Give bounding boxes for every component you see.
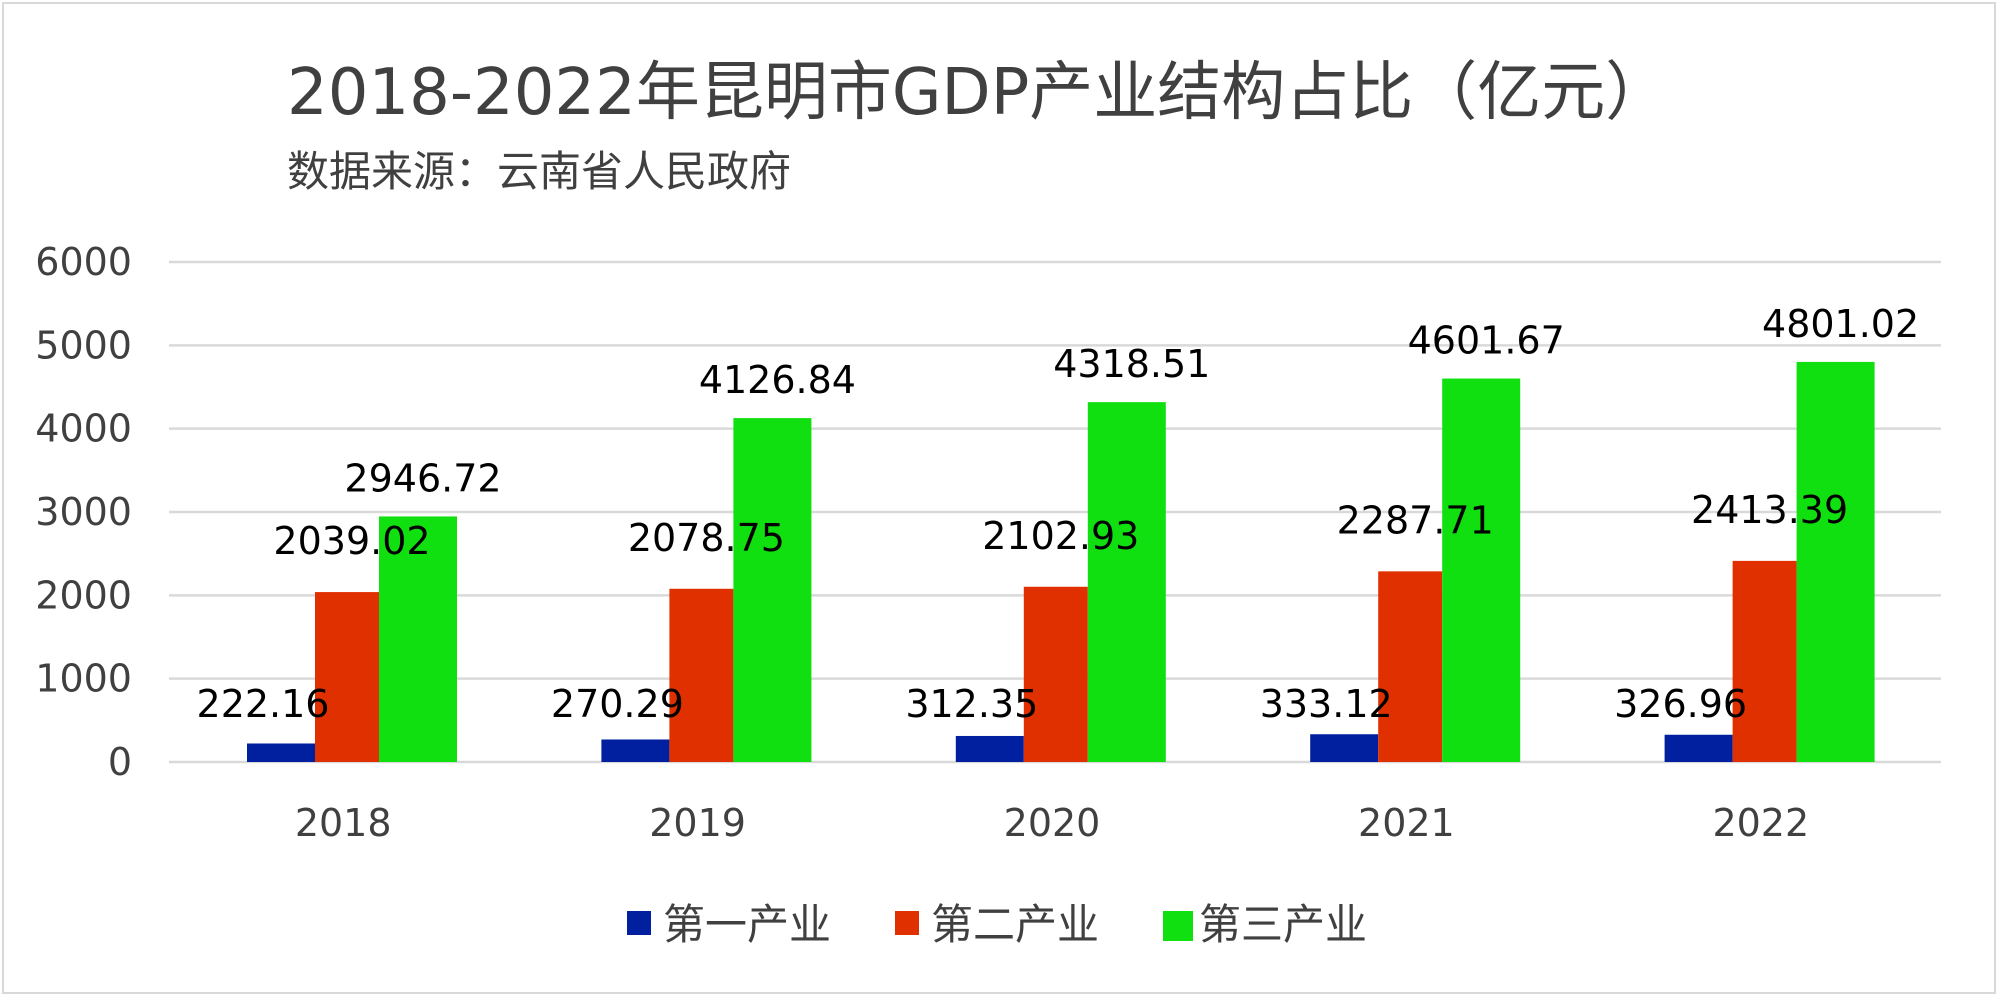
y-tick-label-1000: 1000 [35, 657, 132, 701]
y-tick-label-6000: 6000 [35, 240, 132, 284]
bar-2019-series-2 [669, 588, 734, 762]
bars [247, 361, 1875, 762]
y-tick-label-0: 0 [108, 740, 132, 784]
data-label-2022-series-1: 326.96 [1614, 682, 1747, 726]
bar-2022-series-1 [1664, 734, 1733, 762]
chart-canvas: 2018-2022年昆明市GDP产业结构占比（亿元） 数据来源：云南省人民政府 … [35, 56, 1941, 949]
data-label-2019-series-2: 2078.75 [628, 516, 785, 560]
y-tick-label-3000: 3000 [35, 490, 132, 534]
y-tick-label-2000: 2000 [35, 573, 132, 617]
data-label-2021-series-1: 333.12 [1260, 682, 1393, 726]
data-label-2020-series-1: 312.35 [905, 682, 1038, 726]
data-label-2022-series-2: 2413.39 [1691, 488, 1848, 532]
chart-title: 2018-2022年昆明市GDP产业结构占比（亿元） [287, 56, 1669, 130]
legend-label-2: 第二产业 [931, 900, 1099, 949]
legend-swatch-1 [627, 911, 651, 935]
data-label-2020-series-2: 2102.93 [982, 514, 1139, 558]
legend: 第一产业 第二产业 第三产业 [627, 900, 1367, 949]
data-labels: 222.16 2039.02 2946.72 270.29 2078.75 4126.84… [197, 302, 1920, 726]
chart-subtitle: 数据来源：云南省人民政府 [287, 147, 791, 196]
bar-2019-series-1 [601, 739, 670, 762]
bar-2020-series-2 [1023, 586, 1088, 762]
data-label-2018-series-1: 222.16 [197, 682, 330, 726]
bar-2022-series-2 [1732, 560, 1797, 762]
y-tick-label-4000: 4000 [35, 407, 132, 451]
bar-2021-series-2 [1378, 571, 1443, 762]
x-tick-label-2022: 2022 [1712, 801, 1809, 845]
bar-2018-series-2 [315, 592, 379, 762]
data-label-2018-series-2: 2039.02 [273, 519, 430, 563]
bar-2019-series-3 [733, 418, 812, 762]
bar-2021-series-1 [1310, 734, 1379, 762]
bar-2022-series-3 [1796, 361, 1875, 762]
bar-2021-series-3 [1442, 378, 1521, 762]
x-axis-ticks: 2018 2019 2020 2021 2022 [295, 801, 1809, 845]
legend-swatch-2 [895, 911, 919, 935]
data-label-2019-series-3: 4126.84 [699, 358, 856, 402]
data-label-2020-series-3: 4318.51 [1053, 342, 1210, 386]
x-tick-label-2021: 2021 [1358, 801, 1455, 845]
y-tick-label-5000: 5000 [35, 323, 132, 367]
y-axis-ticks: 0 1000 2000 3000 4000 5000 6000 [35, 240, 132, 784]
legend-label-1: 第一产业 [663, 900, 831, 949]
x-tick-label-2018: 2018 [295, 801, 392, 845]
bar-2018-series-3 [379, 516, 457, 762]
legend-label-3: 第三产业 [1199, 900, 1367, 949]
data-label-2021-series-2: 2287.71 [1337, 498, 1494, 542]
legend-swatch-3 [1163, 911, 1193, 941]
data-label-2021-series-3: 4601.67 [1408, 319, 1565, 363]
data-label-2022-series-3: 4801.02 [1762, 302, 1919, 346]
x-tick-label-2019: 2019 [649, 801, 746, 845]
data-label-2018-series-3: 2946.72 [344, 456, 501, 500]
bar-2018-series-1 [247, 743, 315, 762]
x-tick-label-2020: 2020 [1004, 801, 1101, 845]
data-label-2019-series-1: 270.29 [551, 682, 684, 726]
bar-2020-series-3 [1087, 402, 1166, 762]
bar-2020-series-1 [955, 735, 1024, 762]
